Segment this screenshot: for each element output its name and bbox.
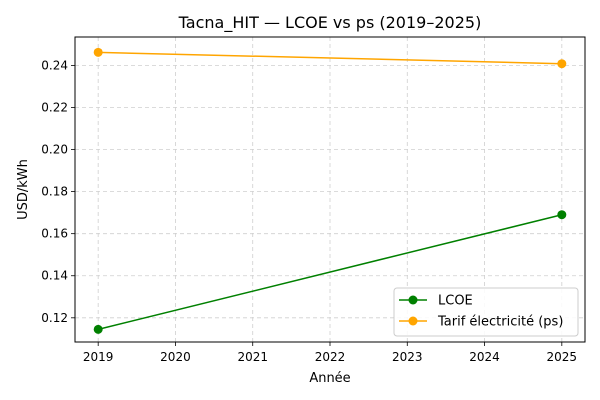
y-tick-label: 0.22	[41, 100, 68, 114]
legend-box	[393, 287, 579, 337]
legend-swatch-marker	[408, 295, 418, 305]
ticks: 2019 2020 2021 2022 2023 2024 2025 0.12 0.14 0.16…	[41, 58, 577, 364]
legend: LCOE Tarif électricité (ps)	[393, 287, 579, 337]
x-tick-label: 2024	[469, 350, 500, 364]
legend-swatch-marker	[408, 316, 418, 326]
y-axis-title: USD/kWh	[16, 159, 31, 220]
series-layer	[93, 47, 567, 334]
x-tick-label: 2022	[315, 350, 346, 364]
x-axis-title: Année	[309, 371, 350, 386]
y-tick-label: 0.16	[41, 227, 68, 241]
x-tick-label: 2023	[392, 350, 423, 364]
data-point-lcoe	[93, 324, 103, 334]
data-point-lcoe	[557, 210, 567, 220]
legend-label: Tarif électricité (ps)	[437, 315, 563, 330]
y-tick-label: 0.24	[41, 58, 68, 72]
data-point-tarif-lectricit-ps	[93, 47, 103, 57]
x-tick-label: 2021	[237, 350, 268, 364]
x-tick-label: 2020	[160, 350, 191, 364]
series-line-lcoe	[97, 214, 563, 331]
y-tick-label: 0.14	[41, 269, 68, 283]
y-tick-label: 0.20	[41, 143, 68, 157]
y-tick-label: 0.12	[41, 311, 68, 325]
x-tick-label: 2019	[83, 350, 114, 364]
y-tick-label: 0.18	[41, 185, 68, 199]
data-point-tarif-lectricit-ps	[557, 59, 567, 69]
chart-title: Tacna_HIT — LCOE vs ps (2019–2025)	[178, 13, 482, 33]
x-tick-label: 2025	[547, 350, 578, 364]
legend-label: LCOE	[438, 294, 473, 309]
series-line-tarif-lectricit-ps	[98, 51, 562, 65]
